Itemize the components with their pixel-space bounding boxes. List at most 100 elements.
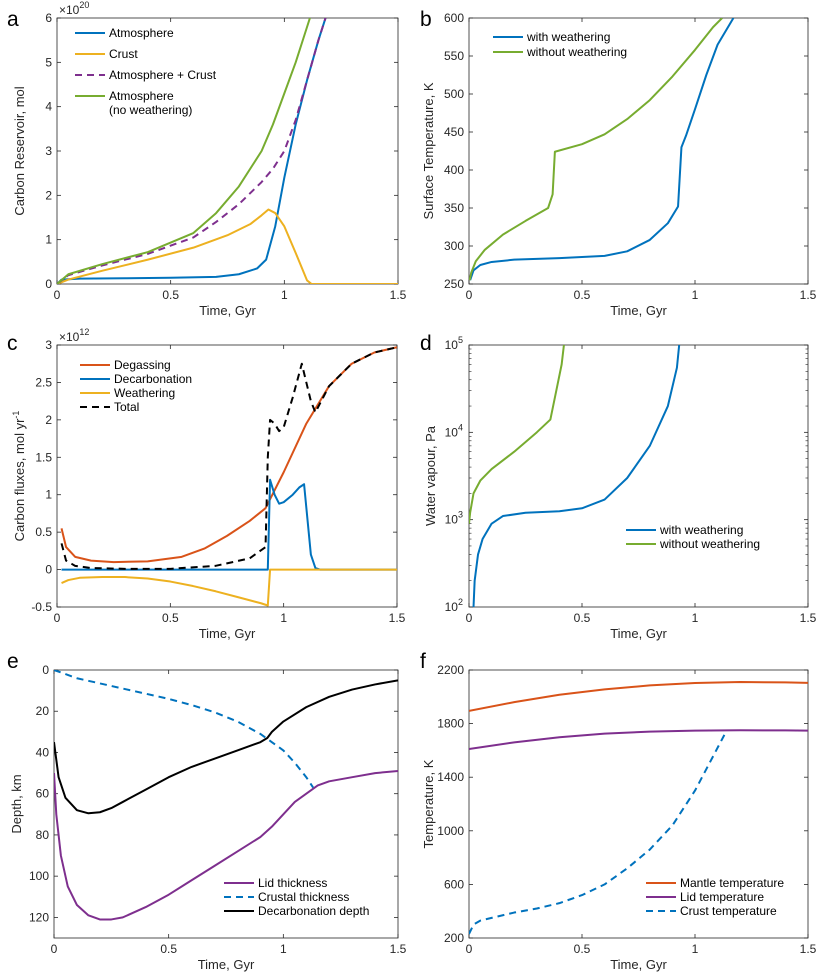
series-line-lid-temperature bbox=[469, 729, 808, 751]
axes-frame bbox=[468, 17, 809, 285]
series-line-mantle-temperature bbox=[469, 681, 808, 712]
series-group bbox=[469, 345, 681, 607]
series-line-weathering bbox=[61, 568, 397, 607]
y-tick-base: 10 bbox=[445, 338, 459, 352]
y-axis-label: Carbon Reservoir, mol bbox=[12, 86, 27, 215]
x-tick-label: 1.5 bbox=[800, 288, 817, 302]
panel-label: a bbox=[7, 8, 19, 31]
legend-label: with weathering bbox=[659, 523, 743, 537]
legend-label: Mantle temperature bbox=[680, 876, 784, 890]
axis-exponent: ×1012 bbox=[59, 327, 89, 344]
legend-label: with weathering bbox=[526, 30, 610, 44]
y-tick-label: 0 bbox=[45, 563, 52, 577]
x-axis-label: Time, Gyr bbox=[199, 626, 256, 641]
panel-label: b bbox=[420, 8, 432, 31]
y-tick-label: 104 bbox=[445, 422, 463, 439]
x-tick-label: 0 bbox=[54, 288, 61, 302]
y-tick-label: 80 bbox=[36, 828, 50, 842]
series-line-atmosphere-crust bbox=[57, 18, 327, 284]
series-line-degassing bbox=[60, 346, 397, 564]
y-tick-label: 550 bbox=[444, 49, 464, 63]
legend-label: Decarbonation bbox=[114, 372, 192, 386]
y-tick-label: 6 bbox=[45, 11, 52, 25]
x-tick-label: 0.5 bbox=[574, 611, 591, 625]
y-tick-label: 3 bbox=[45, 338, 52, 352]
x-tick-label: 0.5 bbox=[162, 288, 179, 302]
legend-label: Crustal thickness bbox=[258, 890, 349, 904]
x-tick-label: 1.5 bbox=[389, 611, 406, 625]
series-group bbox=[57, 18, 398, 284]
series-line-atmosphere bbox=[57, 18, 327, 284]
legend-label: without weathering bbox=[659, 537, 760, 551]
series-line-without-weathering bbox=[469, 18, 723, 281]
y-tick-base: 10 bbox=[445, 425, 459, 439]
y-tick-label: 2 bbox=[45, 188, 52, 202]
panel-e: 0 0.5 1 1.5 0 20 40 60 80 100 120 Time, Gyr Depth, k… bbox=[7, 650, 407, 972]
series-group bbox=[469, 681, 808, 935]
y-tick-base: 10 bbox=[445, 600, 459, 614]
series-line-total bbox=[60, 346, 397, 570]
legend-label: Atmosphere bbox=[109, 89, 174, 103]
legend-label: Crust temperature bbox=[680, 904, 777, 918]
y-tick-label: 2 bbox=[45, 413, 52, 427]
x-tick-label: 0.5 bbox=[162, 611, 179, 625]
y-tick-label: 600 bbox=[444, 877, 464, 891]
x-tick-label: 0.5 bbox=[574, 942, 591, 956]
series-line-decarbonation-depth bbox=[54, 679, 398, 815]
x-tick-label: 1.5 bbox=[390, 942, 407, 956]
y-tick-label: 120 bbox=[29, 910, 49, 924]
y-tick-label: 102 bbox=[445, 597, 463, 614]
y-axis-label: Carbon fluxes, mol yr-1 bbox=[11, 411, 27, 542]
x-tick-label: 1 bbox=[692, 611, 699, 625]
y-tick-label: 350 bbox=[444, 201, 464, 215]
y-tick-label: 2200 bbox=[437, 663, 464, 677]
axis-exponent-power: 12 bbox=[79, 327, 89, 337]
legend-label: Degassing bbox=[114, 358, 171, 372]
panel-label: d bbox=[420, 332, 432, 355]
series-group bbox=[469, 18, 735, 281]
y-tick-power: 3 bbox=[458, 510, 463, 520]
y-tick-label: 105 bbox=[445, 335, 463, 352]
legend-label: Decarbonation depth bbox=[258, 904, 369, 918]
y-tick-label: 103 bbox=[445, 510, 463, 527]
x-tick-label: 1 bbox=[280, 942, 287, 956]
y-axis-label: Depth, km bbox=[9, 774, 24, 833]
y-tick-label: 1.5 bbox=[35, 450, 52, 464]
y-tick-label: 60 bbox=[36, 787, 50, 801]
y-tick-label: 1000 bbox=[437, 824, 464, 838]
legend-label: Lid thickness bbox=[258, 876, 327, 890]
y-tick-label: 0 bbox=[42, 663, 49, 677]
series-line-crust-temperature bbox=[469, 730, 728, 935]
y-tick-label: 500 bbox=[444, 87, 464, 101]
y-tick-label: 3 bbox=[45, 144, 52, 158]
panel-a: 0 0.5 1 1.5 0 1 2 3 4 5 6 Time, Gyr Carbon Reservoir… bbox=[7, 0, 407, 318]
y-tick-label: 4 bbox=[45, 100, 52, 114]
series-line-decarbonation bbox=[61, 478, 397, 571]
y-axis-label: Temperature, K bbox=[421, 759, 436, 848]
y-tick-label: 400 bbox=[444, 163, 464, 177]
x-tick-label: 1.5 bbox=[800, 942, 817, 956]
y-tick-label: 450 bbox=[444, 125, 464, 139]
legend-label: Atmosphere bbox=[109, 26, 174, 40]
x-tick-label: 1.5 bbox=[390, 288, 407, 302]
y-tick-label: 40 bbox=[36, 745, 50, 759]
y-tick-label: 0 bbox=[45, 277, 52, 291]
series-line-without-weathering bbox=[469, 345, 565, 524]
y-tick-label: 1 bbox=[45, 233, 52, 247]
series-group bbox=[54, 670, 398, 921]
axes-frame bbox=[468, 344, 809, 608]
legend-label: Lid temperature bbox=[680, 890, 764, 904]
x-tick-label: 1 bbox=[692, 942, 699, 956]
y-tick-power: 2 bbox=[458, 597, 463, 607]
legend-label: Crust bbox=[109, 47, 138, 61]
x-tick-label: 0 bbox=[466, 611, 473, 625]
x-tick-label: 0 bbox=[466, 288, 473, 302]
x-axis-label: Time, Gyr bbox=[198, 957, 255, 972]
x-tick-label: 0 bbox=[466, 942, 473, 956]
y-tick-label: 2.5 bbox=[35, 375, 52, 389]
y-tick-power: 5 bbox=[458, 335, 463, 345]
